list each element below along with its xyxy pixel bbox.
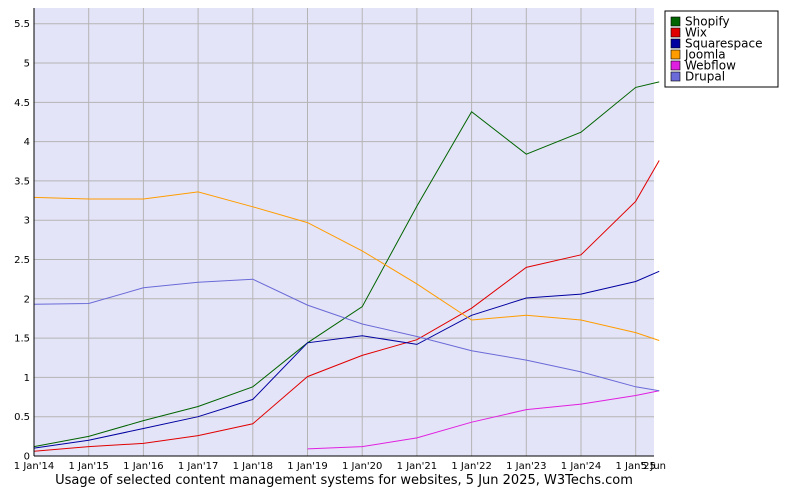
plot-area: [34, 8, 654, 456]
x-tick-label: 1 Jan'25: [615, 461, 655, 472]
legend-label-wix: Wix: [685, 26, 707, 40]
x-tick-label: 1 Jan'22: [451, 461, 491, 472]
series-line-wix: [33, 160, 660, 452]
y-tick-label: 5.5: [14, 19, 30, 30]
legend-label-webflow: Webflow: [685, 59, 736, 73]
legend-swatch-shopify: [670, 16, 681, 27]
series-line-joomla: [33, 191, 660, 341]
x-tick-label: 1 Jan'20: [342, 461, 382, 472]
x-tick-label: 1 Jan'18: [233, 461, 273, 472]
y-tick-label: 0.5: [14, 412, 30, 423]
y-tick-label: 1: [24, 373, 30, 384]
y-tick-labels: 0 0.5 1 1.5 2 2.5 3 3.5 4 4.5 5 5.5: [14, 19, 30, 462]
y-tick-label: 5: [24, 59, 30, 70]
y-tick-label: 3.5: [14, 176, 30, 187]
series-line-webflow: [307, 390, 660, 450]
series-line-drupal: [33, 278, 660, 392]
y-tick-label: 4: [24, 137, 30, 148]
x-tick-label: 1 Jan'17: [178, 461, 218, 472]
x-tick-label: 1 Jan'15: [68, 461, 108, 472]
chart-caption: Usage of selected content management sys…: [55, 473, 633, 488]
series-line-shopify: [33, 81, 660, 448]
legend-swatch-drupal: [670, 71, 681, 82]
legend-swatch-webflow: [670, 60, 681, 71]
x-tick-label: 1 Jan'19: [287, 461, 327, 472]
legend-swatch-squarespace: [670, 38, 681, 49]
x-tick-label: 1 Jan'23: [506, 461, 546, 472]
legend-label-squarespace: Squarespace: [685, 37, 762, 51]
y-tick-label: 2: [24, 294, 30, 305]
x-tick-label: 1 Jan'16: [123, 461, 163, 472]
x-tick-label: 1 Jan'14: [14, 461, 54, 472]
series-lines: [33, 81, 660, 452]
x-tick-label: 1 Jan'21: [397, 461, 437, 472]
y-tick-label: 0: [24, 452, 30, 463]
axes: [33, 8, 654, 457]
x-tick-label: 1 Jan'24: [561, 461, 601, 472]
grid: [34, 8, 654, 457]
y-tick-label: 4.5: [14, 98, 30, 109]
y-tick-label: 1.5: [14, 334, 30, 345]
x-tick-labels: 1 Jan'14 1 Jan'15 1 Jan'16 1 Jan'17 1 Jan'18…: [14, 461, 666, 472]
legend-label-shopify: Shopify: [685, 15, 730, 29]
y-tick-label: 3: [24, 216, 30, 227]
legend-label-joomla: Joomla: [684, 48, 726, 62]
series-line-squarespace: [33, 270, 660, 449]
legend-swatch-joomla: [670, 49, 681, 60]
y-tick-label: 2.5: [14, 255, 30, 266]
x-tick-label: 5 Jun: [641, 461, 666, 472]
legend-box: [664, 10, 779, 88]
legend-label-drupal: Drupal: [685, 70, 725, 84]
legend-swatch-wix: [670, 27, 681, 38]
